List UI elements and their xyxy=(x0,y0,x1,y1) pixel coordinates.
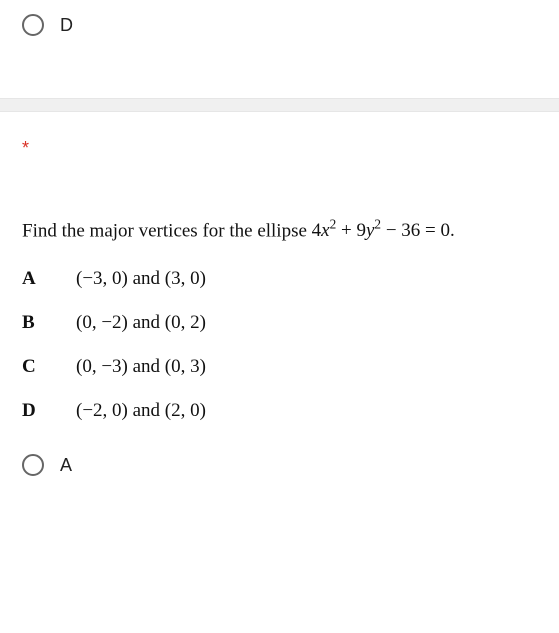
required-asterisk: * xyxy=(22,138,537,159)
answer-choice-a: A (−3, 0) and (3, 0) xyxy=(22,268,537,290)
answer-value: (0, −3) and (0, 3) xyxy=(76,356,206,378)
radio-icon xyxy=(22,454,44,476)
radio-icon xyxy=(22,14,44,36)
answer-choice-d: D (−2, 0) and (2, 0) xyxy=(22,400,537,422)
answer-option-a[interactable]: A xyxy=(0,444,559,494)
answer-choice-c: C (0, −3) and (0, 3) xyxy=(22,356,537,378)
question-block: * Find the major vertices for the ellips… xyxy=(0,112,559,422)
option-label: D xyxy=(60,15,73,36)
section-divider xyxy=(0,98,559,112)
answer-list: A (−3, 0) and (3, 0) B (0, −2) and (0, 2… xyxy=(22,264,537,422)
answer-value: (−3, 0) and (3, 0) xyxy=(76,268,206,290)
answer-value: (0, −2) and (0, 2) xyxy=(76,312,206,334)
answer-choice-b: B (0, −2) and (0, 2) xyxy=(22,312,537,334)
answer-key: A xyxy=(22,268,42,290)
answer-key: D xyxy=(22,400,42,422)
answer-key: C xyxy=(22,356,42,378)
page-root: D * Find the major vertices for the elli… xyxy=(0,0,559,494)
prompt-text: Find the major vertices for the ellipse xyxy=(22,220,312,241)
question-prompt: Find the major vertices for the ellipse … xyxy=(22,217,537,242)
answer-key: B xyxy=(22,312,42,334)
answer-value: (−2, 0) and (2, 0) xyxy=(76,400,206,422)
option-label: A xyxy=(60,455,72,476)
previous-question-option-d[interactable]: D xyxy=(0,0,559,54)
prompt-equation: 4x2 + 9y2 − 36 = 0. xyxy=(312,220,455,241)
